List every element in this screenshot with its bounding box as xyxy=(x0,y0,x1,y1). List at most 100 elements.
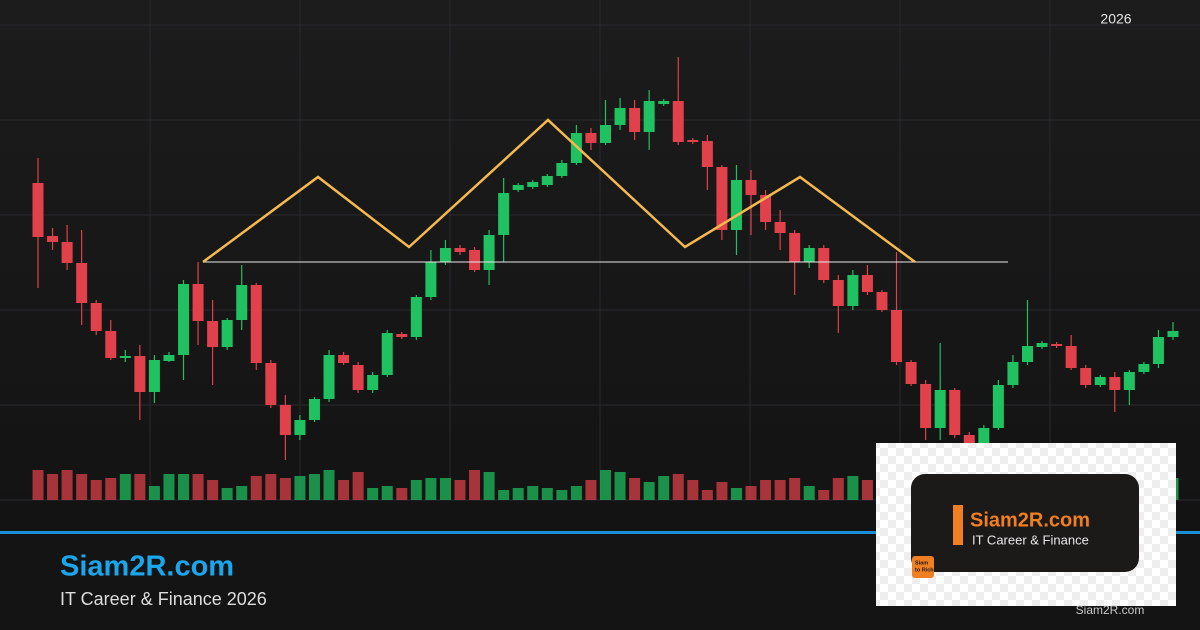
volume-bar xyxy=(861,480,873,500)
volume-bar xyxy=(32,470,44,500)
candle-body xyxy=(250,285,262,363)
candle-body xyxy=(192,284,204,321)
volume-bar xyxy=(701,490,713,500)
candle-body xyxy=(236,285,248,320)
volume-bar xyxy=(454,480,466,500)
volume-bar xyxy=(658,476,670,500)
volume-bar xyxy=(236,486,248,500)
candle-body xyxy=(949,390,961,435)
volume-bar xyxy=(308,474,320,500)
icon-text: to Rich xyxy=(915,567,934,573)
banner-title: Siam2R.com xyxy=(60,551,234,583)
volume-bar xyxy=(556,490,568,500)
candle-body xyxy=(134,356,146,392)
volume-bar xyxy=(832,478,844,500)
divider xyxy=(0,531,1200,534)
icon-text: Siam xyxy=(915,560,928,566)
candle-body xyxy=(701,141,713,167)
volume-bar xyxy=(585,480,597,500)
year-label: 2026 xyxy=(1100,11,1131,27)
candle-body xyxy=(1080,368,1092,385)
candle-body xyxy=(323,355,335,399)
volume-bar xyxy=(774,480,786,500)
volume-bar xyxy=(789,478,801,500)
candle-body xyxy=(163,355,175,361)
volume-bar xyxy=(527,486,539,500)
candle-body xyxy=(643,101,655,132)
volume-bar xyxy=(716,482,728,500)
candle-body xyxy=(585,133,597,143)
candle-body xyxy=(789,233,801,262)
candle-body xyxy=(148,360,160,392)
candle-body xyxy=(1138,364,1150,372)
candle-body xyxy=(498,193,510,235)
candle-body xyxy=(47,236,59,242)
volume-bar xyxy=(134,474,146,500)
volume-bar xyxy=(148,486,160,500)
volume-bar xyxy=(730,488,742,500)
volume-bar xyxy=(323,470,335,500)
volume-bar xyxy=(178,474,190,500)
candle-body xyxy=(439,248,451,262)
candle-body xyxy=(396,334,408,337)
candle-body xyxy=(469,250,481,270)
volume-bar xyxy=(629,478,641,500)
candle-body xyxy=(1051,344,1063,346)
candle-body xyxy=(410,297,422,337)
volume-bar xyxy=(643,482,655,500)
candle-body xyxy=(687,140,699,142)
candle-body xyxy=(803,248,815,262)
volume-bar xyxy=(512,488,524,500)
candle-body xyxy=(658,101,670,104)
volume-bar xyxy=(818,490,830,500)
volume-bar xyxy=(469,470,481,500)
volume-bar xyxy=(250,476,262,500)
volume-bar xyxy=(352,472,364,500)
candle-body xyxy=(1094,377,1106,385)
candle-body xyxy=(308,399,320,420)
candle-body xyxy=(1167,331,1179,337)
watermark: Siam2R.com xyxy=(1076,603,1145,617)
volume-bar xyxy=(396,488,408,500)
candle-body xyxy=(774,222,786,233)
candle-body xyxy=(512,185,524,190)
candle-body xyxy=(861,275,873,292)
candle-body xyxy=(818,248,830,280)
volume-bar xyxy=(687,480,699,500)
volume-bar xyxy=(90,480,102,500)
candle-layer xyxy=(32,57,1179,460)
candle-body xyxy=(425,262,437,297)
volume-bar xyxy=(279,478,291,500)
candle-body xyxy=(847,275,859,306)
volume-bar xyxy=(672,474,684,500)
candle-body xyxy=(119,356,131,358)
volume-bar xyxy=(425,478,437,500)
volume-bar xyxy=(265,474,277,500)
candle-body xyxy=(745,180,757,195)
volume-bar xyxy=(570,486,582,500)
card-subtitle: IT Career & Finance xyxy=(972,532,1089,547)
candle-body xyxy=(629,108,641,132)
candle-body xyxy=(1123,372,1135,390)
volume-bar xyxy=(192,474,204,500)
volume-bar xyxy=(745,486,757,500)
candle-body xyxy=(381,333,393,375)
candle-body xyxy=(1036,343,1048,347)
candle-body xyxy=(294,420,306,435)
volume-bar xyxy=(483,472,495,500)
logo-bar xyxy=(953,505,963,545)
volume-bar xyxy=(439,478,451,500)
candle-body xyxy=(614,108,626,125)
candle-body xyxy=(207,321,219,347)
candle-body xyxy=(716,167,728,230)
candle-body xyxy=(832,280,844,306)
candle-body xyxy=(1065,346,1077,368)
candle-body xyxy=(527,182,539,187)
candle-body xyxy=(963,435,975,443)
candle-body xyxy=(1007,362,1019,385)
candle-body xyxy=(352,365,364,390)
volume-bar xyxy=(600,470,611,500)
candle-body xyxy=(876,292,888,310)
candle-body xyxy=(760,195,772,222)
